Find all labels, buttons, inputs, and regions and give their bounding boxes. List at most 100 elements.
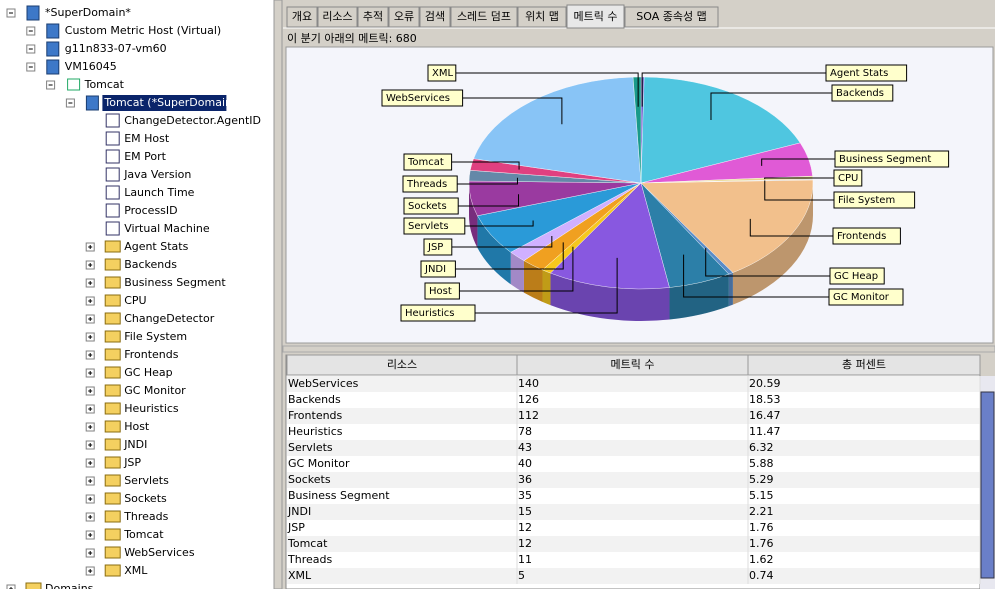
tab-label[interactable]: 스레드 덤프	[457, 10, 511, 23]
table-row[interactable]	[287, 504, 980, 520]
table-row[interactable]	[287, 568, 980, 584]
tree-item[interactable]: Sockets	[124, 492, 167, 505]
tab-label[interactable]: 리소스	[322, 10, 352, 23]
tree-item[interactable]: CPU	[124, 294, 146, 307]
table-row[interactable]	[287, 520, 980, 536]
tree-item[interactable]: *SuperDomain*	[45, 6, 131, 19]
label-box	[420, 260, 456, 278]
metric-icon	[105, 149, 120, 164]
table-cell: GC Monitor	[288, 457, 350, 470]
table-row[interactable]	[287, 376, 980, 392]
tree-item[interactable]: EM Port	[124, 150, 166, 163]
table-row[interactable]	[287, 536, 980, 552]
folder-icon	[104, 276, 121, 289]
tree-item[interactable]: Virtual Machine	[124, 222, 210, 235]
tree-item[interactable]: Tomcat (*SuperDomain*)	[103, 96, 241, 109]
pie-label: Business Segment	[839, 154, 931, 165]
tab[interactable]	[566, 4, 625, 29]
tree-item[interactable]: Agent Stats	[124, 240, 188, 253]
table-row[interactable]	[287, 472, 980, 488]
tree-item[interactable]: ProcessID	[124, 204, 177, 217]
tab[interactable]	[357, 6, 389, 28]
tree-item[interactable]: Host	[124, 420, 150, 433]
tree-item[interactable]: Threads	[123, 510, 168, 523]
tab-label[interactable]: SOA 종속성 맵	[636, 10, 706, 23]
tab[interactable]	[517, 6, 567, 28]
tree-item[interactable]: EM Host	[124, 132, 170, 145]
scroll-thumb[interactable]	[980, 391, 995, 579]
pie-label: WebServices	[386, 93, 450, 104]
pie-slice[interactable]	[473, 76, 642, 184]
tree-item[interactable]: WebServices	[124, 546, 195, 559]
tab[interactable]	[317, 6, 358, 28]
folder-icon	[104, 330, 121, 343]
pie-slice[interactable]	[640, 76, 801, 184]
tree-item[interactable]: Tomcat	[123, 528, 164, 541]
leader-line	[462, 97, 563, 125]
tab-label[interactable]: 추적	[363, 10, 383, 23]
tree-item[interactable]: File System	[124, 330, 187, 343]
table-row[interactable]	[287, 440, 980, 456]
label-box	[833, 169, 863, 187]
tree-item[interactable]: Java Version	[123, 168, 191, 181]
pie-slice-side	[469, 183, 478, 248]
tab-label[interactable]: 위치 맵	[525, 10, 559, 23]
tree-item[interactable]: JSP	[123, 456, 141, 469]
tree-item[interactable]: GC Heap	[124, 366, 172, 379]
column-header-label[interactable]: 메트릭 수	[611, 358, 655, 371]
pie-slice[interactable]	[640, 179, 814, 273]
tree-item[interactable]: g11n833-07-vm60	[65, 42, 167, 55]
pie-slice[interactable]	[550, 182, 670, 290]
tree-item[interactable]: ChangeDetector.AgentID	[124, 114, 261, 127]
tab-label[interactable]: 오류	[394, 10, 414, 23]
table-row[interactable]	[287, 552, 980, 568]
tree-item[interactable]: Tomcat	[84, 78, 125, 91]
table-cell: 18.53	[749, 393, 781, 406]
tab-label[interactable]: 검색	[425, 10, 445, 23]
tree-item[interactable]: JNDI	[123, 438, 147, 451]
pie-label: GC Heap	[834, 271, 878, 282]
tab-label[interactable]: 개요	[292, 10, 312, 23]
tab[interactable]	[419, 6, 451, 28]
tab[interactable]	[286, 6, 318, 28]
tab[interactable]	[450, 6, 518, 28]
label-box	[829, 267, 885, 285]
tree-item[interactable]: XML	[124, 564, 148, 577]
folder-icon	[104, 348, 121, 361]
tree-item[interactable]: Domains	[45, 582, 94, 589]
tree-item[interactable]: GC Monitor	[124, 384, 186, 397]
folder-icon	[104, 564, 121, 577]
tree-item[interactable]: Frontends	[124, 348, 179, 361]
tab-label[interactable]: 메트릭 수	[574, 10, 618, 23]
table-row[interactable]	[287, 456, 980, 472]
folder-icon	[104, 240, 121, 253]
tab[interactable]	[388, 6, 420, 28]
table-cell: XML	[288, 569, 312, 582]
table-row[interactable]	[287, 392, 980, 408]
label-box	[834, 150, 950, 168]
pie-side-shade	[732, 183, 813, 305]
tree-item[interactable]: VM16045	[65, 60, 117, 73]
table-row[interactable]	[287, 424, 980, 440]
table-row[interactable]	[287, 488, 980, 504]
table-row[interactable]	[287, 408, 980, 424]
tree-item[interactable]: ChangeDetector	[124, 312, 215, 325]
folder-icon	[25, 582, 42, 589]
column-header-label[interactable]: 리소스	[387, 358, 417, 371]
label-box	[381, 89, 464, 107]
h-splitter[interactable]	[282, 345, 995, 353]
table-cell: Heuristics	[288, 425, 343, 438]
pie-label: Threads	[406, 179, 447, 190]
tree-item[interactable]: Custom Metric Host (Virtual)	[65, 24, 221, 37]
tree-item[interactable]: Servlets	[124, 474, 169, 487]
column-header-label[interactable]: 총 퍼센트	[842, 358, 886, 371]
pie-slice[interactable]	[632, 76, 642, 184]
column-header[interactable]	[747, 354, 981, 376]
tree-item[interactable]: Launch Time	[124, 186, 194, 199]
tree-item[interactable]: Heuristics	[124, 402, 179, 415]
tree-item[interactable]: Business Segment	[124, 276, 226, 289]
tab[interactable]	[624, 6, 719, 28]
tree-item[interactable]: Backends	[124, 258, 177, 271]
splitter[interactable]	[273, 0, 283, 589]
